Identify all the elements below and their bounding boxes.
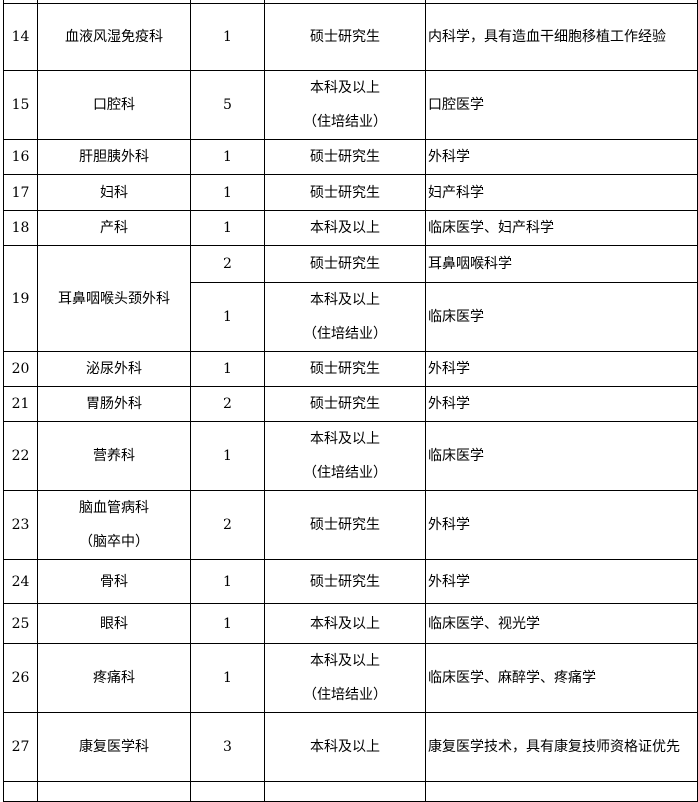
headcount: 1 — [190, 139, 265, 175]
education: 硕士研究生 — [264, 245, 426, 283]
department: 疼痛科 — [37, 643, 191, 713]
education: 本科及以上 — [264, 603, 426, 644]
table-row: 26 疼痛科 1 本科及以上 （住培结业） 临床医学、麻醉学、疼痛学 — [3, 643, 698, 713]
department: 耳鼻咽喉头颈外科 — [37, 245, 191, 352]
education: 本科及以上 （住培结业） — [264, 421, 426, 491]
department: 营养科 — [37, 421, 191, 491]
department: 胃肠外科 — [37, 386, 191, 422]
department: 血液风湿免疫科 — [37, 3, 191, 71]
empty-cell — [190, 781, 265, 802]
table-row: 24 骨科 1 硕士研究生 外科学 — [3, 559, 698, 604]
headcount: 1 — [190, 559, 265, 604]
department: 妇科 — [37, 174, 191, 211]
education: 本科及以上 （住培结业） — [264, 643, 426, 713]
table-row: 14 血液风湿免疫科 1 硕士研究生 内科学，具有造血干细胞移植工作经验 — [3, 3, 698, 71]
recruitment-table: 14 血液风湿免疫科 1 硕士研究生 内科学，具有造血干细胞移植工作经验 15 口腔科 5 本科… — [3, 0, 698, 802]
education: 本科及以上 — [264, 210, 426, 246]
department: 康复医学科 — [37, 712, 191, 782]
major-requirement: 外科学 — [425, 351, 698, 387]
table-row: 1 本科及以上 （住培结业） 临床医学 — [4, 282, 698, 352]
headcount: 1 — [190, 421, 265, 491]
major-requirement: 外科学 — [425, 559, 698, 604]
department: 骨科 — [37, 559, 191, 604]
empty-cell — [37, 781, 191, 802]
row-number: 25 — [3, 603, 38, 644]
headcount: 1 — [190, 210, 265, 246]
department: 眼科 — [37, 603, 191, 644]
table-row: 22 营养科 1 本科及以上 （住培结业） 临床医学 — [3, 421, 698, 491]
row-number: 26 — [3, 643, 38, 713]
headcount: 2 — [190, 386, 265, 422]
education: 硕士研究生 — [264, 139, 426, 175]
table-row: 23 脑血管病科 （脑卒中） 2 硕士研究生 外科学 — [3, 490, 698, 560]
education: 硕士研究生 — [264, 559, 426, 604]
education: 硕士研究生 — [264, 174, 426, 211]
empty-cell — [264, 781, 426, 802]
row-number: 19 — [3, 245, 38, 352]
row-number: 18 — [3, 210, 38, 246]
education: 本科及以上 — [264, 712, 426, 782]
department: 脑血管病科 （脑卒中） — [37, 490, 191, 560]
table-row: 19 耳鼻咽喉头颈外科 2 硕士研究生 耳鼻咽喉科学 — [3, 245, 698, 352]
row-number: 22 — [3, 421, 38, 491]
major-requirement: 外科学 — [425, 490, 698, 560]
major-requirement: 内科学，具有造血干细胞移植工作经验 — [425, 3, 698, 71]
headcount: 5 — [190, 70, 265, 140]
row-number: 17 — [3, 174, 38, 211]
table-row: 16 肝胆胰外科 1 硕士研究生 外科学 — [3, 139, 698, 175]
major-requirement: 妇产科学 — [425, 174, 698, 211]
headcount: 1 — [190, 351, 265, 387]
headcount: 1 — [190, 174, 265, 211]
department: 泌尿外科 — [37, 351, 191, 387]
major-requirement: 临床医学、视光学 — [425, 603, 698, 644]
row-number: 20 — [3, 351, 38, 387]
major-requirement: 临床医学 — [425, 282, 698, 352]
major-requirement: 外科学 — [425, 386, 698, 422]
major-requirement: 口腔医学 — [425, 70, 698, 140]
row-number: 15 — [3, 70, 38, 140]
table-row: 18 产科 1 本科及以上 临床医学、妇产科学 — [3, 210, 698, 246]
department: 产科 — [37, 210, 191, 246]
headcount: 1 — [190, 3, 265, 71]
major-requirement: 临床医学 — [425, 421, 698, 491]
table-row: 15 口腔科 5 本科及以上 （住培结业） 口腔医学 — [3, 70, 698, 140]
row-number: 14 — [3, 3, 38, 71]
table-row: 21 胃肠外科 2 硕士研究生 外科学 — [3, 386, 698, 422]
headcount: 1 — [190, 643, 265, 713]
education: 硕士研究生 — [264, 3, 426, 71]
headcount: 2 — [190, 490, 265, 560]
headcount: 2 — [190, 245, 265, 283]
empty-cell — [425, 781, 698, 802]
row-number: 27 — [3, 712, 38, 782]
headcount: 1 — [190, 282, 265, 352]
department: 口腔科 — [37, 70, 191, 140]
education: 硕士研究生 — [264, 351, 426, 387]
education: 硕士研究生 — [264, 386, 426, 422]
table-row: 20 泌尿外科 1 硕士研究生 外科学 — [3, 351, 698, 387]
table-row: 25 眼科 1 本科及以上 临床医学、视光学 — [3, 603, 698, 644]
major-requirement: 外科学 — [425, 139, 698, 175]
department: 肝胆胰外科 — [37, 139, 191, 175]
headcount: 3 — [190, 712, 265, 782]
table-row: 17 妇科 1 硕士研究生 妇产科学 — [3, 174, 698, 211]
major-requirement: 临床医学、麻醉学、疼痛学 — [425, 643, 698, 713]
row-number: 24 — [3, 559, 38, 604]
major-requirement: 耳鼻咽喉科学 — [425, 245, 698, 283]
education: 本科及以上 （住培结业） — [264, 282, 426, 352]
empty-cell — [3, 781, 38, 802]
education: 硕士研究生 — [264, 490, 426, 560]
table-row-partial — [3, 781, 698, 802]
major-requirement: 临床医学、妇产科学 — [425, 210, 698, 246]
education: 本科及以上 （住培结业） — [264, 70, 426, 140]
table-row: 27 康复医学科 3 本科及以上 康复医学技术，具有康复技师资格证优先 — [3, 712, 698, 782]
major-requirement: 康复医学技术，具有康复技师资格证优先 — [425, 712, 698, 782]
headcount: 1 — [190, 603, 265, 644]
row-number: 16 — [3, 139, 38, 175]
row-number: 23 — [3, 490, 38, 560]
row-number: 21 — [3, 386, 38, 422]
